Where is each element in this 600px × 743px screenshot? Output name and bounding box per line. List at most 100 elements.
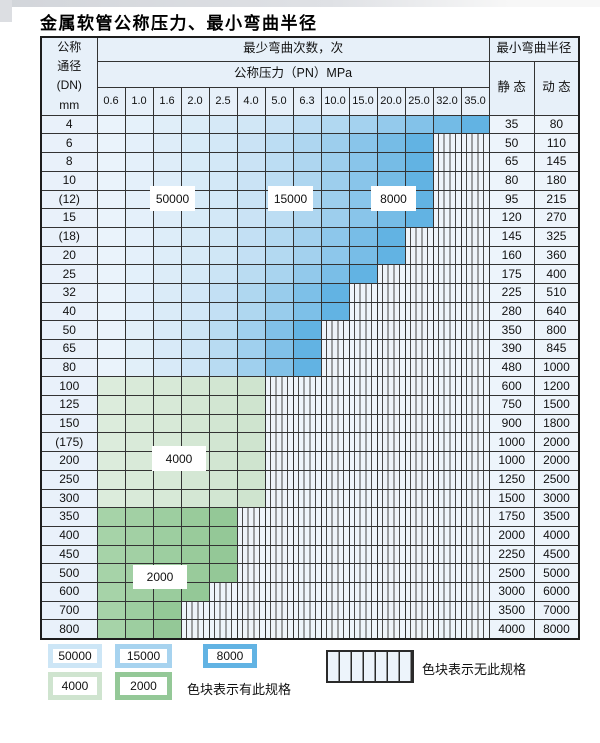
no-spec-cell bbox=[236, 600, 266, 621]
no-spec-cell bbox=[404, 619, 434, 640]
static-radius-cell: 95 bbox=[488, 189, 535, 210]
no-spec-cell bbox=[320, 451, 350, 471]
no-spec-cell bbox=[460, 245, 490, 266]
spec-cell bbox=[180, 488, 210, 509]
spec-cell bbox=[152, 600, 182, 621]
table-row: 6 50 110 bbox=[40, 133, 580, 154]
no-spec-cell bbox=[404, 376, 434, 397]
spec-cell bbox=[96, 525, 126, 546]
dynamic-radius-cell: 4000 bbox=[533, 525, 580, 546]
spec-cell bbox=[320, 114, 350, 135]
no-spec-cell bbox=[264, 469, 294, 490]
spec-cell bbox=[180, 525, 210, 546]
spec-cell bbox=[124, 488, 154, 509]
dynamic-radius-cell: 1000 bbox=[533, 357, 580, 378]
dn-cell: (18) bbox=[40, 226, 98, 247]
static-radius-cell: 1250 bbox=[488, 469, 535, 490]
spec-cell bbox=[292, 133, 322, 154]
dynamic-radius-cell: 2000 bbox=[533, 432, 580, 453]
spec-cell bbox=[180, 413, 210, 434]
dynamic-radius-cell: 80 bbox=[533, 114, 580, 135]
no-spec-cell bbox=[292, 525, 322, 546]
no-spec-cell bbox=[348, 413, 378, 434]
pressure-bend-table: 公称 通径 (DN) mm 最少弯曲次数，次 最小弯曲半径 公称压力（PN）MP… bbox=[40, 36, 581, 640]
no-spec-cell bbox=[264, 432, 294, 453]
spec-cell bbox=[96, 413, 126, 434]
dn-cell: (175) bbox=[40, 432, 98, 453]
no-spec-cell bbox=[460, 376, 490, 397]
no-spec-cell bbox=[432, 208, 462, 228]
spec-cell bbox=[180, 208, 210, 228]
no-spec-cell bbox=[376, 432, 406, 453]
dn-header-line: 公称 bbox=[57, 40, 82, 54]
spec-cell bbox=[180, 282, 210, 303]
no-spec-cell bbox=[320, 432, 350, 453]
static-radius-cell: 600 bbox=[488, 376, 535, 397]
no-spec-cell bbox=[348, 581, 378, 602]
dynamic-radius-cell: 1200 bbox=[533, 376, 580, 397]
table-row: 40 280 640 bbox=[40, 301, 580, 322]
no-spec-cell bbox=[460, 432, 490, 453]
spec-cell bbox=[320, 189, 350, 210]
spec-cell bbox=[152, 320, 182, 340]
spec-cell bbox=[264, 282, 294, 303]
spec-cell bbox=[236, 189, 266, 210]
spec-cell bbox=[208, 339, 238, 359]
no-spec-cell bbox=[432, 376, 462, 397]
spec-cell bbox=[236, 357, 266, 378]
no-spec-cell bbox=[432, 525, 462, 546]
cycles-label-8000: 8000 bbox=[371, 186, 416, 211]
no-spec-cell bbox=[376, 525, 406, 546]
spec-cell bbox=[124, 469, 154, 490]
spec-cell bbox=[208, 301, 238, 322]
spec-cell bbox=[180, 376, 210, 397]
spec-cell bbox=[292, 170, 322, 191]
dn-header-line: 通径 bbox=[57, 59, 82, 74]
no-spec-cell bbox=[376, 544, 406, 565]
no-spec-cell bbox=[432, 282, 462, 303]
dn-cell: 32 bbox=[40, 282, 98, 303]
spec-cell bbox=[320, 226, 350, 247]
no-spec-cell bbox=[264, 451, 294, 471]
spec-cell bbox=[292, 357, 322, 378]
spec-cell bbox=[124, 376, 154, 397]
no-spec-cell bbox=[264, 581, 294, 602]
no-spec-cell bbox=[264, 507, 294, 527]
no-spec-cell bbox=[432, 451, 462, 471]
no-spec-cell bbox=[348, 469, 378, 490]
static-radius-cell: 2250 bbox=[488, 544, 535, 565]
static-radius-cell: 160 bbox=[488, 245, 535, 266]
table-row: 800 4000 8000 bbox=[40, 619, 580, 640]
spec-cell bbox=[236, 133, 266, 154]
dynamic-radius-cell: 325 bbox=[533, 226, 580, 247]
spec-cell bbox=[264, 152, 294, 172]
static-radius-cell: 900 bbox=[488, 413, 535, 434]
spec-cell bbox=[124, 114, 154, 135]
static-radius-cell: 750 bbox=[488, 395, 535, 415]
spec-cell bbox=[320, 301, 350, 322]
dynamic-radius-cell: 2000 bbox=[533, 451, 580, 471]
spec-cell bbox=[348, 226, 378, 247]
no-spec-cell bbox=[292, 619, 322, 640]
no-spec-cell bbox=[460, 488, 490, 509]
spec-cell bbox=[152, 282, 182, 303]
static-radius-cell: 145 bbox=[488, 226, 535, 247]
dynamic-radius-cell: 7000 bbox=[533, 600, 580, 621]
no-spec-cell bbox=[432, 581, 462, 602]
spec-cell bbox=[376, 133, 406, 154]
no-spec-cell bbox=[264, 376, 294, 397]
no-spec-cell bbox=[404, 488, 434, 509]
legend-swatch-label: 4000 bbox=[53, 677, 97, 695]
spec-cell bbox=[264, 170, 294, 191]
no-spec-cell bbox=[292, 563, 322, 583]
spec-cell bbox=[208, 469, 238, 490]
dynamic-radius-cell: 1800 bbox=[533, 413, 580, 434]
no-spec-cell bbox=[348, 339, 378, 359]
spec-cell bbox=[208, 320, 238, 340]
no-spec-cell bbox=[376, 320, 406, 340]
no-spec-cell bbox=[348, 619, 378, 640]
pn-column-header: 35.0 bbox=[460, 86, 490, 116]
table-row: 20 160 360 bbox=[40, 245, 580, 266]
no-spec-cell bbox=[404, 226, 434, 247]
no-spec-cell bbox=[292, 451, 322, 471]
